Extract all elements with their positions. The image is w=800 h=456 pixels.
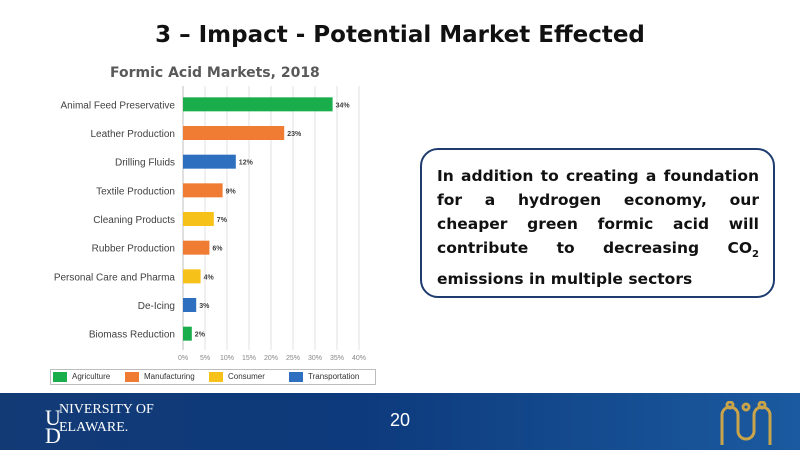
bar <box>183 298 197 312</box>
legend-label-transportation: Transportation <box>308 372 360 381</box>
bar <box>183 183 223 198</box>
logo-letter-d: D <box>45 423 61 448</box>
category-label: De-Icing <box>138 301 175 312</box>
decorative-loops-icon <box>720 401 772 445</box>
category-label: Animal Feed Preservative <box>61 100 176 111</box>
bar <box>183 97 333 112</box>
callout-box: In addition to creating a foundation for… <box>420 148 775 298</box>
bar <box>183 326 192 341</box>
legend-label-agriculture: Agriculture <box>72 372 111 381</box>
data-label: 9% <box>226 188 237 195</box>
data-label: 7% <box>217 217 228 224</box>
callout-subscript: 2 <box>752 249 759 261</box>
x-tick-label: 40% <box>352 355 366 362</box>
chart-legend: Agriculture Manufacturing Consumer Trans… <box>50 369 376 385</box>
category-label: Leather Production <box>90 129 175 140</box>
legend-label-manufacturing: Manufacturing <box>144 372 195 381</box>
category-label: Textile Production <box>96 186 175 197</box>
x-tick-label: 25% <box>286 355 300 362</box>
data-label: 2% <box>195 332 206 339</box>
logo-line-2: ELAWARE. <box>59 420 129 435</box>
bar <box>183 154 236 169</box>
data-label: 23% <box>287 131 302 138</box>
category-label: Cleaning Products <box>93 215 175 226</box>
data-label: 34% <box>336 102 351 109</box>
logo-letter-u: U <box>45 405 61 430</box>
chart-title: Formic Acid Markets, 2018 <box>110 65 320 81</box>
page-number: 20 <box>389 410 411 430</box>
data-label: 3% <box>199 303 210 310</box>
footer-bar: U NIVERSITY OF D ELAWARE. 20 <box>0 393 800 450</box>
data-label: 6% <box>212 246 223 253</box>
category-label: Drilling Fluids <box>115 158 175 169</box>
bar <box>183 126 285 140</box>
x-tick-label: 30% <box>308 355 322 362</box>
x-tick-label: 35% <box>330 355 344 362</box>
bar <box>183 240 210 255</box>
x-tick-label: 15% <box>242 355 256 362</box>
x-tick-label: 0% <box>178 355 188 362</box>
x-tick-label: 10% <box>220 355 234 362</box>
data-label: 12% <box>239 160 254 167</box>
category-label: Personal Care and Pharma <box>54 272 176 283</box>
callout-text-part1: In addition to creating a foundation for… <box>437 167 759 257</box>
data-label: 4% <box>204 274 215 281</box>
bar <box>183 269 201 284</box>
legend-swatch-consumer <box>209 372 223 382</box>
legend-swatch-agriculture <box>53 372 67 382</box>
x-tick-label: 5% <box>200 355 210 362</box>
slide-title: 3 – Impact - Potential Market Effected <box>155 22 645 48</box>
callout-text-part2: emissions in multiple sectors <box>437 270 693 289</box>
bar <box>183 212 214 226</box>
x-tick-label: 20% <box>264 355 278 362</box>
legend-swatch-manufacturing <box>125 372 139 382</box>
legend-swatch-transportation <box>289 372 303 382</box>
chart-container: 0% 5% 10% 15% 20% 25% 30% 35% 40% Animal Feed Pre… <box>0 55 400 385</box>
category-label: Biomass Reduction <box>89 330 175 341</box>
category-label: Rubber Production <box>92 244 175 255</box>
logo-line-1: NIVERSITY OF <box>59 402 154 417</box>
bar-chart: 0% 5% 10% 15% 20% 25% 30% 35% 40% Animal Feed Pre… <box>54 86 366 362</box>
legend-label-consumer: Consumer <box>228 372 265 381</box>
